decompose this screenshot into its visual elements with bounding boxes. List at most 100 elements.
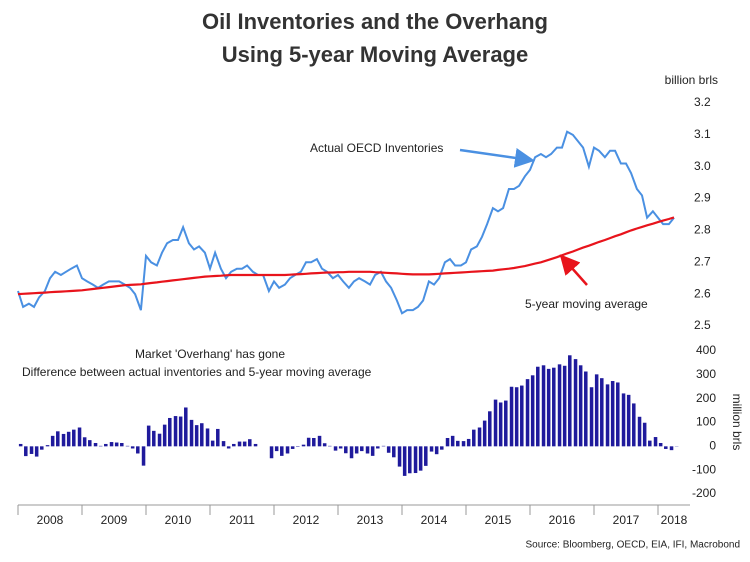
y-tick-label: 3.1 bbox=[694, 127, 711, 141]
bar bbox=[322, 443, 327, 447]
bar bbox=[584, 371, 588, 447]
annotation: Difference between actual inventories an… bbox=[22, 365, 372, 379]
bar bbox=[157, 433, 162, 447]
bar bbox=[189, 419, 194, 447]
bar bbox=[248, 439, 252, 447]
bar bbox=[88, 440, 92, 447]
bar bbox=[205, 428, 210, 447]
bar bbox=[498, 402, 503, 447]
bar bbox=[525, 379, 530, 447]
bar bbox=[50, 435, 55, 447]
arrow bbox=[559, 254, 588, 286]
bar bbox=[333, 446, 338, 451]
bar bbox=[408, 446, 412, 474]
bar bbox=[40, 446, 44, 450]
bar bbox=[541, 365, 546, 447]
annotation: Actual OECD Inventories bbox=[310, 141, 443, 155]
bar bbox=[312, 437, 316, 447]
bar bbox=[162, 424, 167, 447]
bar bbox=[232, 443, 236, 447]
bar bbox=[669, 446, 674, 451]
chart-subtitle: Using 5-year Moving Average bbox=[222, 42, 528, 67]
x-tick-label: 2016 bbox=[549, 513, 576, 527]
bar bbox=[360, 446, 364, 452]
bar bbox=[130, 446, 135, 449]
bar bbox=[274, 446, 279, 452]
bar bbox=[514, 387, 519, 447]
bar bbox=[605, 384, 610, 447]
bar bbox=[72, 429, 76, 447]
bar bbox=[413, 446, 418, 474]
bar bbox=[104, 443, 108, 447]
bar bbox=[354, 446, 359, 454]
bar bbox=[653, 437, 658, 447]
bar bbox=[77, 427, 82, 447]
bar bbox=[365, 446, 370, 454]
bar bbox=[146, 425, 151, 447]
bar bbox=[66, 431, 71, 447]
bar bbox=[504, 400, 508, 447]
bar bbox=[56, 431, 60, 447]
x-tick-label: 2018 bbox=[661, 513, 688, 527]
x-tick-label: 2015 bbox=[485, 513, 512, 527]
bar bbox=[344, 446, 348, 454]
bar bbox=[120, 442, 124, 447]
bar bbox=[482, 420, 487, 447]
bar bbox=[456, 440, 460, 447]
bar bbox=[184, 407, 188, 447]
bar bbox=[626, 394, 631, 447]
x-tick-label: 2009 bbox=[101, 513, 128, 527]
bar bbox=[466, 438, 471, 447]
bar bbox=[637, 416, 642, 447]
y2-tick-label: 200 bbox=[696, 391, 716, 405]
bar bbox=[210, 440, 215, 447]
y-tick-label: 2.7 bbox=[694, 254, 711, 268]
bar bbox=[445, 437, 450, 447]
bar bbox=[306, 437, 311, 447]
x-tick-label: 2008 bbox=[37, 513, 64, 527]
bar bbox=[552, 367, 556, 447]
bar bbox=[226, 446, 231, 449]
bar bbox=[173, 416, 178, 447]
y2-tick-label: 100 bbox=[696, 415, 716, 429]
bar bbox=[290, 446, 295, 449]
bar bbox=[536, 366, 540, 447]
bar bbox=[221, 441, 226, 447]
y-tick-label: 3.0 bbox=[694, 159, 711, 173]
y-tick-label: 2.5 bbox=[694, 318, 711, 332]
bar bbox=[269, 446, 274, 459]
bar bbox=[29, 446, 34, 454]
y2-tick-label: -100 bbox=[692, 462, 716, 476]
bar bbox=[34, 446, 39, 457]
y2-tick-label: 400 bbox=[696, 343, 716, 357]
bar bbox=[370, 446, 375, 456]
bar bbox=[450, 435, 455, 447]
bar bbox=[488, 411, 492, 447]
bar bbox=[317, 435, 322, 447]
bar bbox=[509, 386, 514, 447]
y-axis-label: billion brls bbox=[665, 73, 718, 87]
y2-tick-label: 0 bbox=[709, 439, 716, 453]
bar bbox=[242, 441, 247, 447]
y2-tick-label: 300 bbox=[696, 367, 716, 381]
bar bbox=[61, 433, 66, 447]
bar bbox=[18, 443, 23, 447]
bar bbox=[418, 446, 423, 471]
bar bbox=[200, 423, 204, 447]
bar bbox=[178, 416, 183, 447]
bar bbox=[24, 446, 28, 457]
line bbox=[17, 216, 675, 296]
bar bbox=[642, 422, 647, 447]
bar bbox=[434, 446, 439, 455]
bar bbox=[610, 381, 615, 447]
y2-tick-label: -200 bbox=[692, 486, 716, 500]
bar bbox=[216, 428, 220, 447]
y-tick-label: 2.9 bbox=[694, 191, 711, 205]
bar bbox=[109, 442, 114, 447]
bar bbox=[621, 393, 626, 447]
line bbox=[17, 130, 675, 315]
bar bbox=[664, 446, 668, 449]
bar bbox=[397, 446, 402, 467]
bar bbox=[338, 446, 343, 449]
